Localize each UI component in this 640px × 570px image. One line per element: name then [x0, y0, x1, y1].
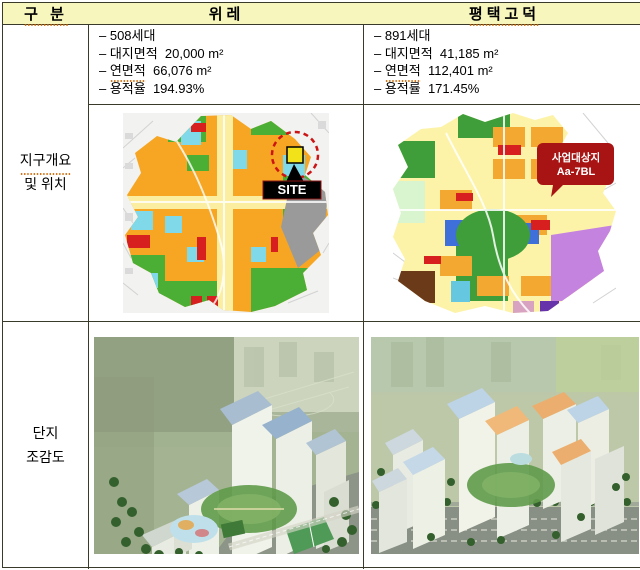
svg-text:사업대상지: 사업대상지	[552, 151, 600, 164]
svg-text:SITE: SITE	[278, 182, 307, 197]
svg-text:Aa-7BL: Aa-7BL	[557, 166, 596, 178]
